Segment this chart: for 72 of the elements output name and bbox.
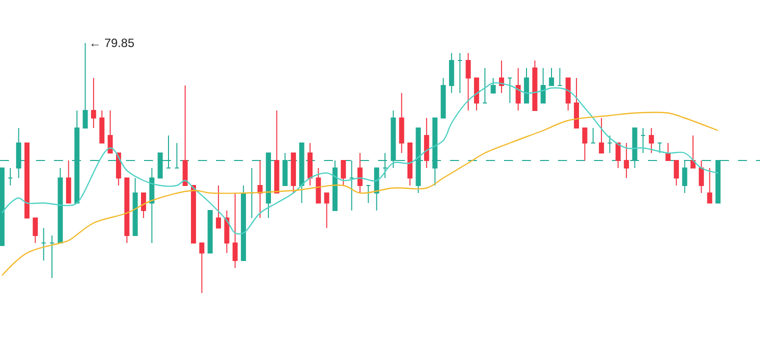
candlestick	[132, 178, 138, 236]
candlestick	[224, 210, 230, 254]
candlestick	[208, 210, 213, 254]
candlestick	[557, 68, 562, 86]
candlestick	[99, 110, 104, 144]
annotation: ← 79.85	[89, 36, 135, 50]
candlestick	[32, 218, 38, 244]
candlestick	[340, 160, 346, 186]
candlestick	[374, 168, 380, 211]
candlestick	[24, 142, 30, 218]
candlestick	[41, 228, 46, 261]
candlestick	[648, 128, 654, 154]
candlestick	[516, 68, 521, 111]
candlestick	[216, 185, 221, 228]
candlestick	[474, 78, 480, 111]
candlestick	[666, 142, 671, 161]
candlestick	[274, 110, 280, 194]
candlestick	[499, 60, 504, 94]
candlestick	[141, 192, 146, 218]
candlestick	[366, 185, 371, 204]
candlestick	[91, 78, 96, 128]
candlestick	[0, 168, 5, 246]
candlestick	[449, 52, 454, 94]
candlestick	[124, 178, 130, 244]
candlestick	[407, 142, 412, 186]
candlestick	[357, 152, 363, 194]
candlestick	[249, 168, 254, 218]
candlestick	[399, 92, 404, 154]
candlestick	[324, 192, 330, 228]
candlestick	[616, 142, 621, 168]
candlestick	[657, 142, 662, 154]
candlestick	[190, 185, 196, 244]
candlestick	[466, 52, 471, 111]
candlestick	[490, 78, 496, 94]
candlestick	[58, 168, 63, 244]
candlestick	[590, 128, 596, 144]
candlestick	[674, 160, 679, 186]
candlestick	[66, 160, 72, 204]
candlestick	[482, 68, 488, 104]
candlestick	[82, 42, 88, 128]
candlestick	[540, 68, 546, 104]
candlestick	[240, 185, 246, 261]
candlestick	[424, 118, 430, 168]
candlestick	[707, 168, 712, 204]
candlestick	[174, 142, 180, 168]
candlestick	[316, 168, 321, 204]
candlestick	[182, 85, 188, 186]
candlestick	[548, 68, 554, 86]
candlestick	[199, 242, 204, 294]
candlestick	[8, 168, 13, 186]
candlestick	[690, 135, 696, 168]
candlestick	[532, 60, 538, 111]
candlestick	[566, 78, 571, 111]
candlestick	[607, 135, 612, 154]
candlestick	[507, 78, 512, 104]
candlestick	[440, 78, 446, 118]
candlestick	[149, 168, 154, 244]
candlestick	[524, 68, 530, 104]
candlestick	[108, 110, 113, 154]
candlestick	[598, 118, 604, 154]
candlestick	[640, 128, 646, 154]
candlestick	[290, 152, 296, 194]
candlestick	[698, 160, 704, 194]
candlestick	[457, 52, 462, 94]
candlestick	[49, 235, 54, 278]
candlestick	[232, 192, 238, 268]
candlestick	[116, 152, 122, 186]
candlestick	[582, 128, 588, 161]
candlestick	[308, 142, 313, 186]
candlestick	[574, 78, 579, 128]
candlestick	[258, 160, 263, 218]
candlestick	[624, 142, 629, 178]
